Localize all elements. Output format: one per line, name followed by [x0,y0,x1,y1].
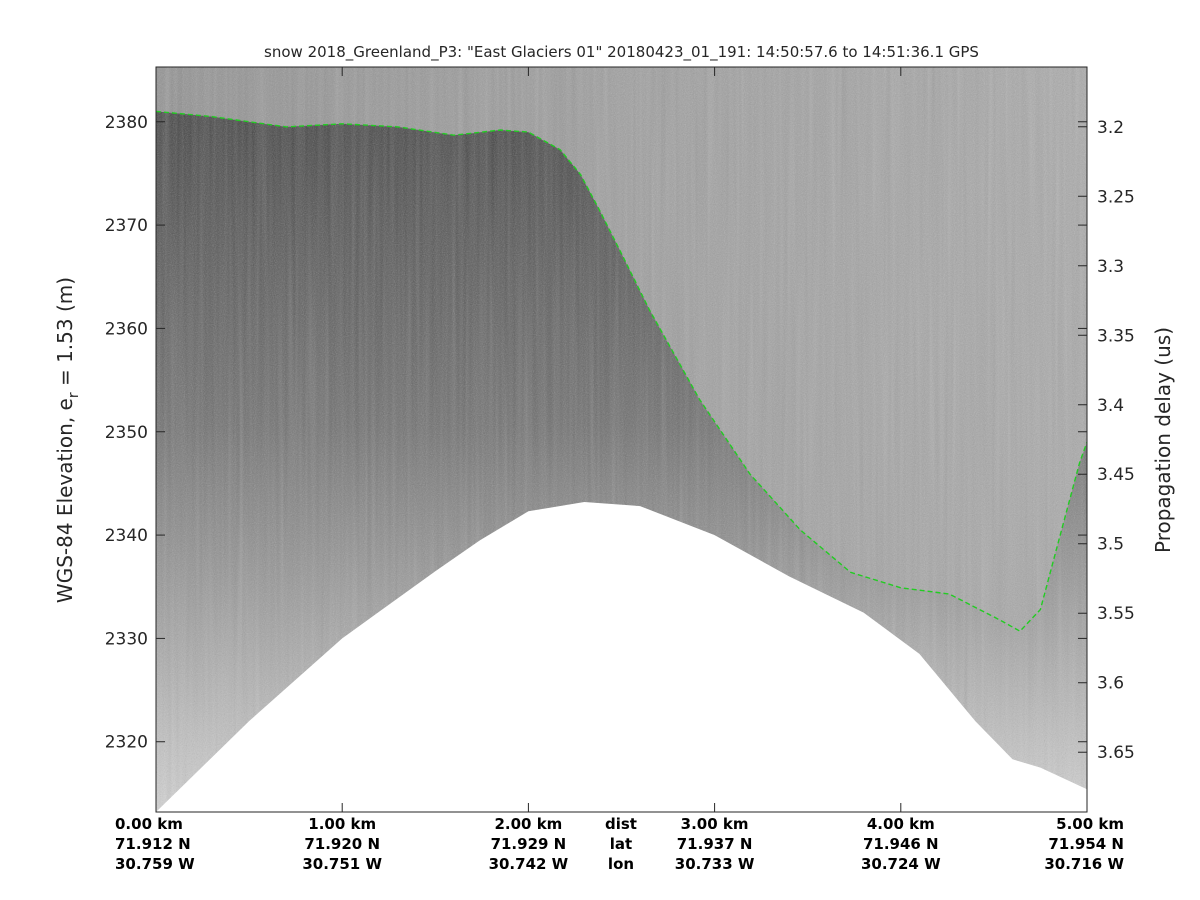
x-tick-label-lat: 71.954 N [1048,835,1124,853]
y-axis-label-right: Propagation delay (us) [1151,327,1175,553]
x-tick-label-lon: 30.716 W [1044,855,1124,873]
y-tick-label-left: 2360 [105,319,148,339]
y-tick-label-left: 2330 [105,629,148,649]
y-tick-label-right: 3.5 [1097,535,1124,555]
x-tick-label-lon: 30.733 W [675,855,755,873]
x-tick-label-dist: 5.00 km [1056,815,1124,833]
y-tick-label-right: 3.35 [1097,326,1135,346]
x-tick-label-lon: 30.759 W [115,855,195,873]
plot-frame [155,66,1088,813]
x-tick-label-lat: 71.946 N [863,835,939,853]
y-tick-label-left: 2320 [105,733,148,753]
x-tick-label-lat: 71.912 N [115,835,191,853]
y-axis-label-left: WGS-84 Elevation, er = 1.53 (m) [53,277,82,603]
x-tick-label-dist: 1.00 km [308,815,376,833]
y-tick-label-right: 3.55 [1097,604,1135,624]
x-tick-label-lon: 30.724 W [861,855,941,873]
chart-title: snow 2018_Greenland_P3: "East Glaciers 0… [264,43,979,61]
x-tick-label-lat: 71.920 N [304,835,380,853]
x-row-label-dist: dist [605,815,637,833]
y-tick-label-left: 2380 [105,113,148,133]
y-tick-label-left: 2340 [105,526,148,546]
x-tick-label-lon: 30.751 W [302,855,382,873]
y-tick-label-right: 3.3 [1097,257,1124,277]
y-tick-label-right: 3.25 [1097,187,1135,207]
no-data-region [156,502,1087,812]
surface-trace [156,110,1087,633]
y-tick-label-left: 2370 [105,216,148,236]
x-tick-label-dist: 3.00 km [681,815,749,833]
x-tick-label-lon: 30.742 W [489,855,569,873]
y-tick-label-right: 3.45 [1097,465,1135,485]
x-tick-label-dist: 4.00 km [867,815,935,833]
x-row-label-lat: lat [610,835,632,853]
x-row-label-lon: lon [608,855,634,873]
y-tick-label-right: 3.6 [1097,674,1124,694]
x-tick-label-lat: 71.937 N [677,835,753,853]
x-tick-label-dist: 0.00 km [115,815,183,833]
y-tick-label-right: 3.2 [1097,118,1124,138]
y-tick-label-right: 3.4 [1097,396,1124,416]
y-tick-label-left: 2350 [105,423,148,443]
x-tick-label-dist: 2.00 km [494,815,562,833]
y-tick-label-right: 3.65 [1097,743,1135,763]
x-tick-label-lat: 71.929 N [491,835,567,853]
